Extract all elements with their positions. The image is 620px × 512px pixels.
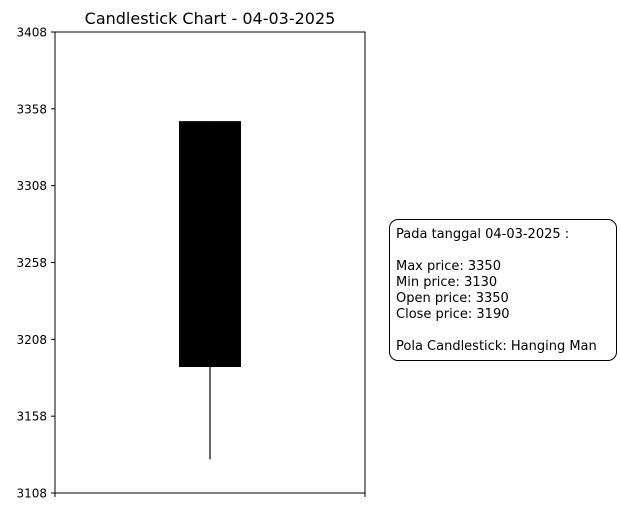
info-close-price: Close price: 3190: [396, 307, 510, 322]
y-tick-label: 3358: [16, 102, 47, 116]
info-max-price: Max price: 3350: [396, 259, 501, 274]
info-pattern: Pola Candlestick: Hanging Man: [396, 339, 597, 354]
info-heading: Pada tanggal 04-03-2025 :: [396, 227, 570, 242]
info-spacer: [396, 243, 610, 259]
chart-title: Candlestick Chart - 04-03-2025: [85, 9, 336, 28]
y-tick-label: 3408: [16, 26, 47, 40]
info-spacer: [396, 323, 610, 339]
plot-marks: [179, 121, 241, 460]
y-tick-label: 3258: [16, 256, 47, 270]
y-tick-label: 3108: [16, 487, 47, 501]
y-tick-label: 3158: [16, 410, 47, 424]
plot-frame: [54, 31, 366, 494]
info-open-price: Open price: 3350: [396, 291, 509, 306]
info-box: Pada tanggal 04-03-2025 : Max price: 335…: [389, 219, 617, 361]
y-tick-label: 3308: [16, 179, 47, 193]
y-tick-label: 3208: [16, 333, 47, 347]
y-axis: 3108 3158 3208 3258 3308 3358 3408: [16, 26, 55, 501]
candle-body: [179, 121, 241, 367]
info-min-price: Min price: 3130: [396, 275, 498, 290]
